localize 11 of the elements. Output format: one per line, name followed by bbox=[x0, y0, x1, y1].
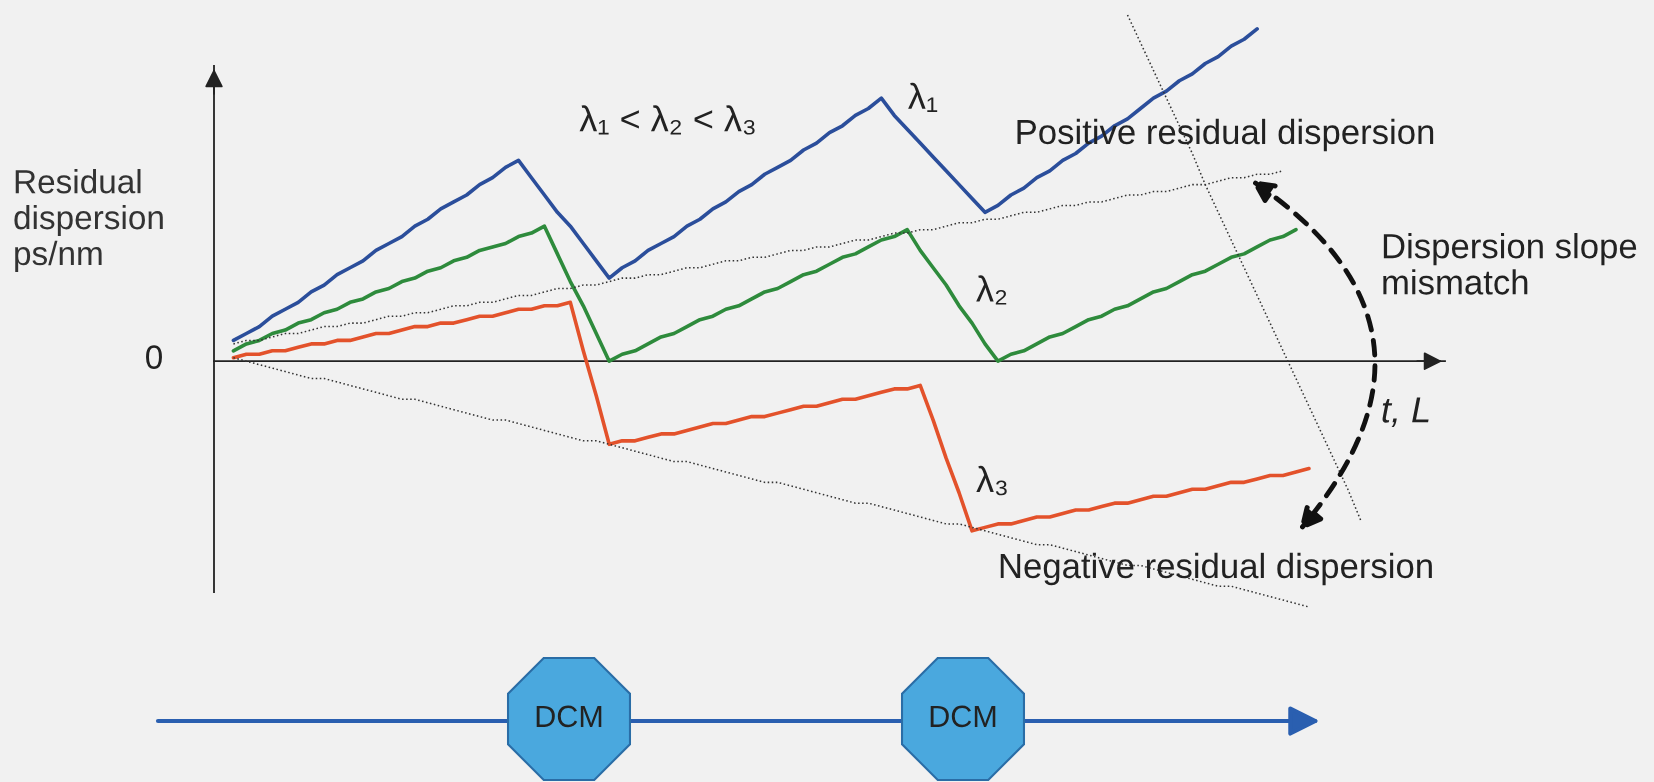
x-axis-title: t, L bbox=[1382, 397, 1429, 427]
annotation: Negative residual dispersion bbox=[1000, 552, 1432, 586]
text: 0 bbox=[146, 345, 162, 369]
text: DCM bbox=[536, 705, 602, 728]
text: DCM bbox=[930, 705, 996, 728]
annotation: λ₁ < λ₂ < λ₃ bbox=[579, 105, 755, 135]
series-label: λ₃ bbox=[976, 465, 1007, 496]
series-label: λ₁ bbox=[908, 82, 938, 112]
y-axis-title: Residual dispersion ps/nm bbox=[14, 169, 163, 272]
text: Dispersion slope mismatch bbox=[1383, 233, 1637, 295]
series-label: λ₂ bbox=[976, 275, 1007, 305]
